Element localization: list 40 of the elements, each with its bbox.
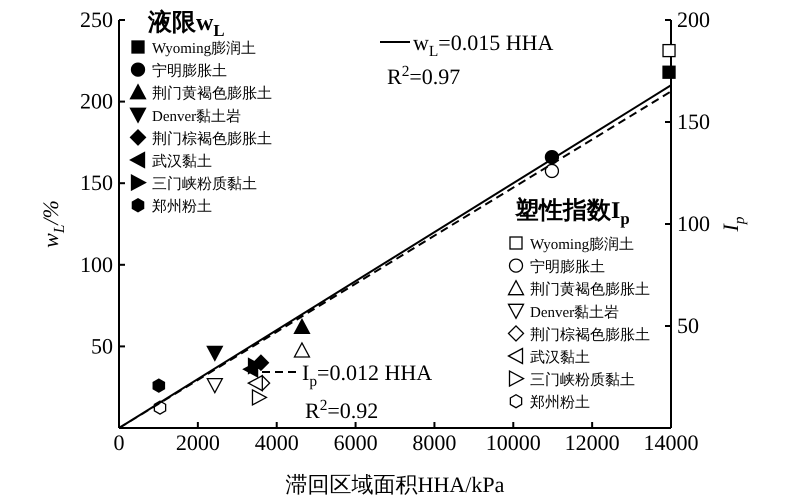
legend-label: 武汉黏土 [152,153,212,170]
legend-label: 荆门棕褐色膨胀土 [530,326,650,344]
y-tick-label: 150 [80,170,113,196]
legend-label: 郑州粉土 [530,394,590,412]
x-tick-label: 2000 [176,430,220,455]
y-tick-label: 250 [80,7,113,32]
annotation: R$^{2}$=0.97 [387,63,460,89]
legend-label: Wyoming膨润土 [530,236,634,253]
y2-tick-label: 50 [677,313,699,338]
x-tick-label: 8000 [412,430,456,455]
y-tick-label: 200 [80,88,113,114]
y-tick-label: 100 [80,252,113,277]
legend-label: w$_{L}$=0.015 HHA [413,30,554,60]
legend-label: Wyoming膨润土 [152,40,256,57]
legend-label: 宁明膨胀土 [152,62,227,80]
legend-label: 荆门棕褐色膨胀土 [152,130,272,148]
legend-label: 宁明膨胀土 [530,258,605,276]
x-tick-label: 14000 [644,430,698,455]
legend-label: 郑州粉土 [152,198,212,216]
legend-label: 武汉黏土 [530,349,590,366]
x-tick-label: 4000 [254,430,299,455]
legend-label: I$_{p}$=0.012 HHA [302,360,432,390]
legend-label: Denver黏土岩 [152,108,242,125]
y2-tick-label: 200 [677,7,710,32]
annotation: 塑性指数I$_{p}$ [514,196,630,228]
y2-tick-label: 150 [677,109,710,134]
annotation: R$^{2}$=0.92 [305,397,378,423]
y2-tick-label: 100 [677,211,710,236]
y-tick-label: 50 [91,333,113,358]
x-tick-label: 12000 [564,430,620,455]
legend-label: 三门峡粉质黏土 [530,372,635,389]
legend-label: 三门峡粉质黏土 [152,176,257,193]
x-tick-label: 6000 [334,430,378,455]
legend-label: 荆门黄褐色膨胀土 [530,281,650,298]
x-tick-label: 0 [114,430,124,455]
x-tick-label: 10000 [486,430,541,455]
legend-label: Denver黏土岩 [530,304,620,321]
x-axis-title: 滞回区域面积HHA/kPa [286,472,505,497]
legend-label: 荆门黄褐色膨胀土 [152,85,272,102]
annotation: 液限w$_{L}$ [147,9,225,40]
